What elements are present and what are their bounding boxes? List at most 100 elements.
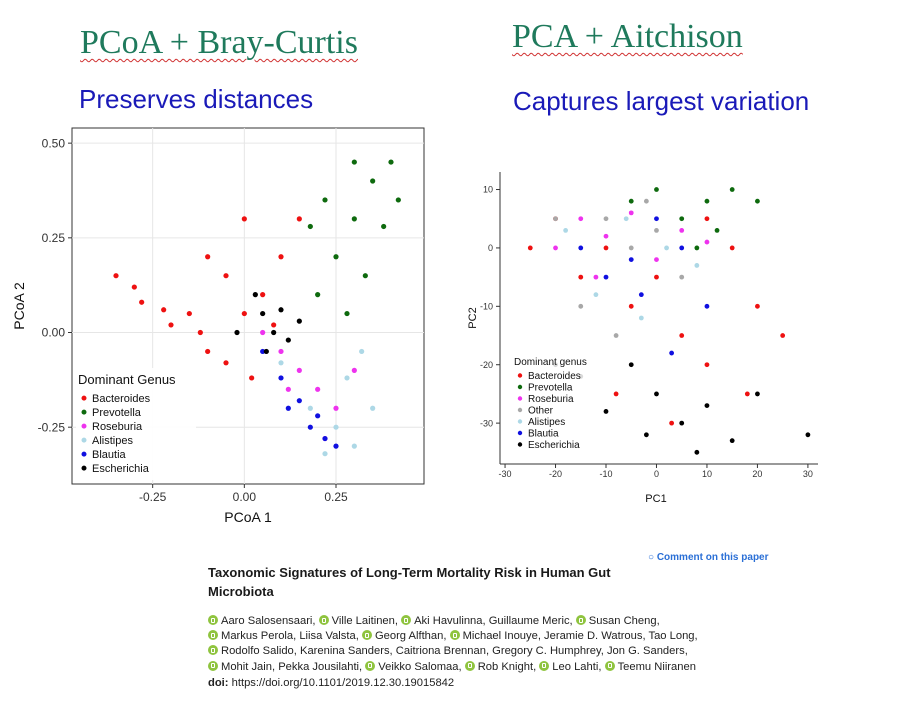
data-point [333, 424, 339, 430]
y-tick-label: 0 [488, 243, 493, 253]
data-point [296, 367, 302, 373]
author-link[interactable]: Aki Havulinna, Guillaume Meric, [414, 615, 573, 627]
data-point [307, 424, 313, 430]
orcid-icon[interactable] [318, 615, 329, 625]
y-tick-label: 10 [483, 185, 493, 195]
data-point [704, 362, 710, 368]
y-tick-label: -30 [480, 418, 493, 428]
data-point [315, 292, 321, 298]
data-point [654, 391, 659, 397]
author-link[interactable]: Leo Lahti, [552, 660, 602, 673]
author-link[interactable]: Ville Laitinen, [331, 615, 398, 627]
orcid-icon[interactable] [208, 615, 218, 625]
x-tick-label: -10 [599, 469, 612, 479]
legend-entry: Alistipes [528, 417, 565, 428]
pcoa-legend-bg [76, 368, 196, 480]
data-point [780, 333, 786, 338]
data-point [260, 310, 266, 317]
data-point [381, 223, 387, 230]
doi-link[interactable]: https://doi.org/10.1101/2019.12.30.19015… [231, 677, 455, 689]
data-point [654, 257, 659, 262]
pca-x-ticks: -30 -20 -10 0 10 20 30 [499, 464, 813, 479]
author-link[interactable]: Teemu Niiranen [617, 660, 696, 673]
author-link[interactable]: Aaro Salosensaari, [221, 615, 316, 627]
orcid-icon[interactable] [208, 630, 218, 641]
data-point [322, 197, 328, 203]
x-tick-label: 10 [702, 469, 712, 479]
x-tick-label: 0.00 [233, 490, 257, 504]
data-point [139, 299, 145, 305]
y-tick-label: -10 [480, 301, 493, 311]
orcid-icon[interactable] [365, 660, 376, 671]
data-point [223, 273, 229, 279]
data-point [603, 233, 609, 239]
author-link[interactable]: Veikko Salomaa, [378, 660, 462, 673]
legend-swatch [81, 437, 87, 443]
data-point [603, 274, 609, 280]
data-point [729, 245, 735, 251]
legend-entry: Prevotella [528, 383, 573, 394]
y-tick-label: 0.00 [42, 326, 66, 340]
data-point [755, 198, 760, 204]
data-point [307, 223, 313, 230]
author-link[interactable]: Mohit Jain, Pekka Jousilahti, [221, 660, 363, 673]
pcoa-points [113, 159, 401, 457]
data-point [278, 360, 284, 366]
comment-link[interactable]: ○ Comment on this paper [648, 552, 769, 563]
orcid-icon[interactable] [575, 615, 586, 625]
legend-swatch [517, 373, 523, 378]
data-point [613, 391, 619, 397]
data-point [285, 386, 291, 392]
legend-swatch [517, 419, 523, 424]
data-point [322, 435, 328, 442]
data-point [664, 245, 669, 251]
data-point [603, 409, 609, 414]
legend-swatch [517, 442, 523, 447]
doi-label: doi: [208, 677, 229, 689]
data-point [694, 449, 700, 455]
legend-swatch [517, 430, 523, 436]
data-point [628, 245, 634, 251]
doi-line: doi: https://doi.org/10.1101/2019.12.30.… [208, 677, 454, 689]
data-point [271, 329, 277, 336]
data-point [351, 159, 357, 165]
author-link[interactable]: Georg Alfthan, [374, 630, 447, 643]
legend-swatch [81, 451, 87, 457]
orcid-icon[interactable] [464, 660, 475, 671]
data-point [613, 333, 619, 338]
pcoa-y-axis-label: PCoA 2 [11, 282, 27, 330]
data-point [315, 413, 321, 419]
author-link[interactable]: Michael Inouye, Jeramie D. Watrous, Tao … [462, 630, 698, 643]
orcid-icon[interactable] [208, 660, 218, 671]
data-point [603, 216, 609, 222]
orcid-icon[interactable] [539, 660, 550, 671]
data-point [638, 315, 644, 321]
orcid-icon[interactable] [361, 630, 372, 641]
data-point [578, 303, 584, 309]
author-link[interactable]: Rob Knight, [477, 660, 537, 673]
data-point [278, 348, 284, 355]
data-point [628, 257, 634, 262]
data-point [744, 391, 750, 397]
data-point [296, 398, 302, 404]
orcid-icon[interactable] [449, 630, 460, 641]
data-point [729, 438, 735, 444]
author-link[interactable]: Susan Cheng, [588, 615, 660, 627]
author-link[interactable]: Markus Perola, Liisa Valsta, [221, 630, 359, 643]
data-point [333, 443, 339, 449]
orcid-icon[interactable] [604, 660, 615, 671]
author-link[interactable]: Rodolfo Salido, Karenina Sanders, Caitri… [221, 645, 688, 658]
orcid-icon[interactable] [401, 615, 412, 625]
x-tick-label: 20 [752, 469, 762, 479]
data-point [333, 254, 339, 260]
data-point [333, 405, 339, 411]
data-point [186, 310, 192, 317]
comment-icon: ○ [648, 552, 655, 563]
legend-swatch [517, 407, 523, 413]
orcid-icon[interactable] [208, 645, 218, 656]
data-point [388, 159, 394, 165]
data-point [679, 333, 685, 338]
data-point [205, 348, 211, 355]
data-point [271, 322, 277, 328]
pcoa-legend: Dominant Genus Bacteroides Prevotella Roseb… [78, 372, 176, 475]
